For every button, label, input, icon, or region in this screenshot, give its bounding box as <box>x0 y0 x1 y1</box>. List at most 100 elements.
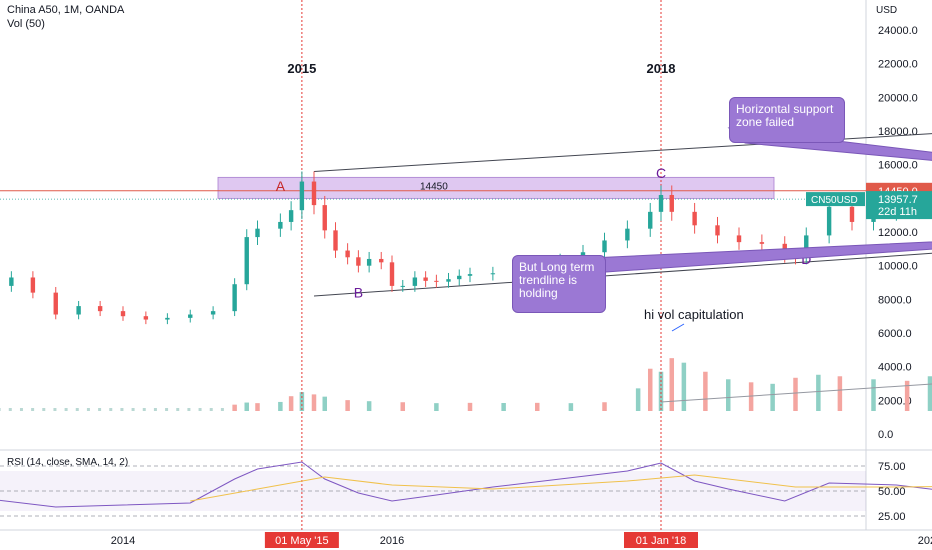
rsi-line <box>0 461 932 508</box>
candle-body <box>278 221 283 229</box>
volume-bar <box>669 358 675 411</box>
candle-body <box>333 230 338 251</box>
swing-point-label: B <box>354 285 363 301</box>
symbol-badge <box>806 192 865 207</box>
price-tick-label: 8000.0 <box>878 294 912 306</box>
time-tick-label: 2020 <box>918 535 932 547</box>
price-tick-label: 20000.0 <box>878 92 918 104</box>
candle-body <box>759 242 765 244</box>
year-label: 2015 <box>287 61 316 76</box>
volume-bar <box>322 396 327 411</box>
candle-body <box>322 205 327 231</box>
candle-body <box>379 258 384 263</box>
volume-bar <box>153 408 157 411</box>
volume-bar <box>42 408 46 411</box>
volume-bar <box>109 408 113 411</box>
volume-bar <box>927 376 932 411</box>
candle-body <box>299 181 305 211</box>
volume-indicator-title: Vol (50) <box>7 18 45 30</box>
swing-point-label: C <box>656 165 666 181</box>
candle-body <box>244 237 249 285</box>
candle-body <box>356 257 361 266</box>
volume-bar <box>187 408 191 411</box>
candle-body <box>434 280 439 282</box>
year-label: 2018 <box>647 61 676 76</box>
candle-body <box>826 206 832 236</box>
time-tick-label: 2016 <box>380 535 404 547</box>
countdown-label: 22d 11h <box>878 206 917 218</box>
volume-bar <box>255 403 260 411</box>
candle-body <box>648 211 653 229</box>
rsi-tick-label: 25.00 <box>878 511 906 523</box>
volume-bar <box>31 408 35 411</box>
volume-bar <box>131 408 135 411</box>
volume-bar <box>209 408 213 411</box>
volume-bar <box>220 408 224 411</box>
volume-bar <box>816 374 821 411</box>
candle-body <box>120 311 126 317</box>
rsi-sma-line <box>190 474 932 502</box>
volume-bar <box>658 371 664 411</box>
volume-bar <box>871 379 876 411</box>
volume-bar <box>770 383 775 411</box>
symbol-title: China A50, 1M, OANDA <box>7 4 125 16</box>
volume-bar <box>244 402 249 411</box>
upper-trendline <box>313 133 932 172</box>
volume-bar <box>288 396 294 411</box>
volume-bar <box>837 376 843 411</box>
rsi-tick-label: 75.00 <box>878 461 906 473</box>
candle-body <box>97 306 103 312</box>
volume-bar <box>232 404 237 411</box>
volume-bar <box>176 408 180 411</box>
date-marker-badge <box>624 532 698 548</box>
swing-point-label: A <box>276 178 286 194</box>
candle-body <box>457 275 462 280</box>
volume-bar <box>726 379 731 411</box>
candle-body <box>412 277 418 286</box>
volume-bar <box>311 394 317 411</box>
candle-body <box>804 235 809 258</box>
candle-body <box>76 306 81 315</box>
volume-bar <box>345 400 350 411</box>
volume-bar <box>86 408 90 411</box>
volume-bar <box>535 402 540 411</box>
last-price-badge <box>866 191 932 220</box>
callout-trendline-holding: But Long term trendline is holding <box>512 255 606 313</box>
candle-body <box>467 274 473 276</box>
price-tick-label: 24000.0 <box>878 25 918 37</box>
price-tick-label: 10000.0 <box>878 261 918 273</box>
rsi-title: RSI (14, close, SMA, 14, 2) <box>7 457 128 468</box>
candle-body <box>210 311 216 315</box>
candle-body <box>736 235 742 243</box>
volume-bar <box>647 368 653 411</box>
candle-body <box>389 262 395 286</box>
volume-bar <box>19 408 23 411</box>
date-marker-badge <box>264 532 339 548</box>
candle-body <box>423 277 428 281</box>
volume-bar <box>793 377 798 411</box>
candle-body <box>30 277 36 293</box>
price-tick-label: 16000.0 <box>878 160 918 172</box>
candle-body <box>188 314 193 318</box>
volume-bar <box>434 403 439 411</box>
lower-trendline <box>313 252 932 297</box>
price-tick-label: 12000.0 <box>878 227 918 239</box>
volume-bar <box>120 408 124 411</box>
capitulation-arrow <box>671 323 685 332</box>
volume-bar <box>366 401 372 411</box>
candle-body <box>345 250 350 258</box>
candle-body <box>255 228 260 238</box>
capitulation-label: hi vol capitulation <box>644 307 744 322</box>
volume-moving-average <box>660 383 932 403</box>
candle-body <box>602 240 607 253</box>
price-tick-label: 4000.0 <box>878 362 912 374</box>
candle-body <box>669 195 674 212</box>
volume-bar <box>681 362 687 411</box>
last-price-label: 13957.7 <box>878 194 918 206</box>
candle-body <box>490 273 496 275</box>
candle-body <box>849 206 855 222</box>
volume-bar <box>8 408 12 411</box>
candle-body <box>311 181 317 206</box>
candle-body <box>232 284 237 312</box>
